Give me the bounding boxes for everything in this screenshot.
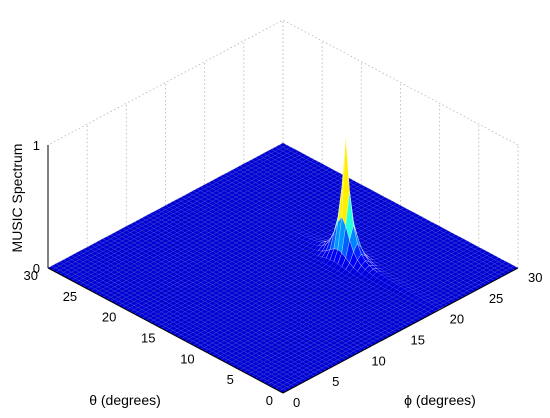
phi-tick-label: 30 bbox=[528, 270, 542, 285]
phi-axis-line bbox=[282, 267, 519, 394]
theta-tick-label: 25 bbox=[63, 289, 77, 304]
theta-tick-label: 10 bbox=[180, 351, 194, 366]
grid-line bbox=[47, 19, 519, 146]
phi-tick-label: 5 bbox=[332, 374, 339, 389]
phi-tick-label: 10 bbox=[371, 353, 385, 368]
z-tick-label: 0 bbox=[33, 261, 40, 276]
theta-tick-label: 15 bbox=[141, 331, 155, 346]
theta-tick-label: 20 bbox=[102, 310, 116, 325]
phi-axis-label: ϕ (degrees) bbox=[404, 392, 476, 408]
theta-axis-label: θ (degrees) bbox=[89, 392, 161, 408]
theta-tick-label: 0 bbox=[266, 393, 273, 408]
phi-tick-label: 20 bbox=[450, 312, 464, 327]
axes bbox=[47, 145, 519, 394]
phi-tick-label: 0 bbox=[293, 395, 300, 410]
z-axis-label: MUSIC Spectrum bbox=[9, 144, 25, 253]
theta-axis-line bbox=[47, 267, 284, 394]
theta-tick-label: 5 bbox=[227, 372, 234, 387]
phi-tick-label: 25 bbox=[489, 291, 503, 306]
z-tick-label: 1 bbox=[33, 138, 40, 153]
theta-tick-label: 30 bbox=[24, 268, 38, 283]
surface-plot bbox=[47, 136, 519, 394]
phi-tick-label: 15 bbox=[411, 333, 425, 348]
